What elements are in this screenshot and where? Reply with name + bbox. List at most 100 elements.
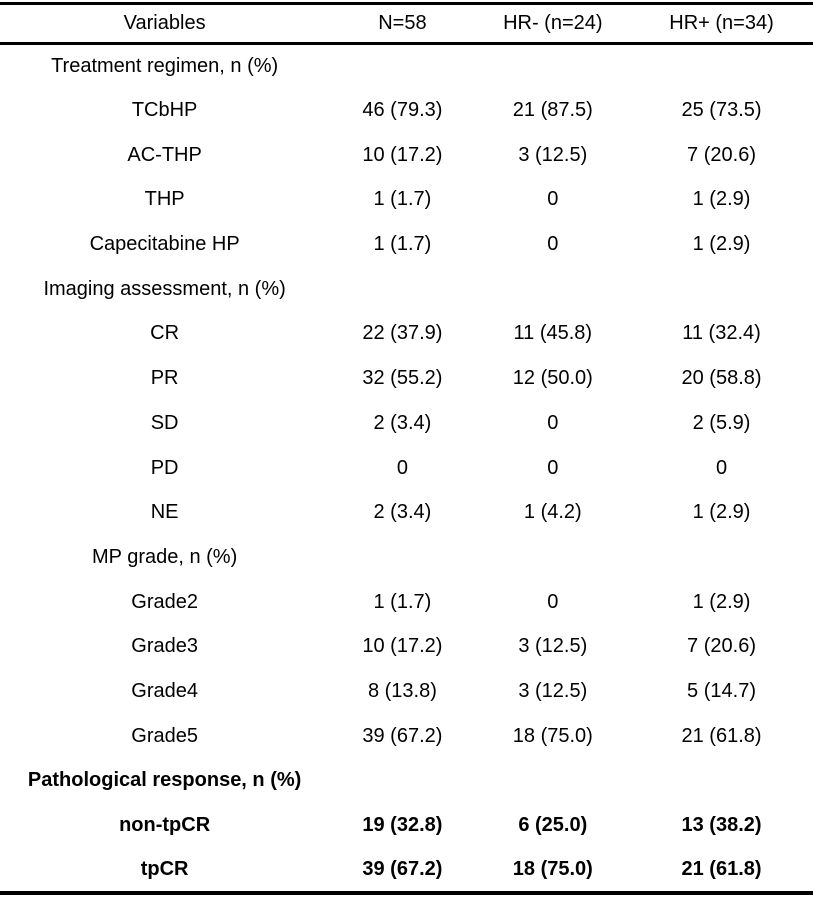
cell-hr-positive: 25 (73.5)	[681, 99, 762, 122]
cell-total-n: 10 (17.2)	[362, 635, 443, 658]
row-label: SD	[150, 411, 179, 434]
cell-hr-positive: 2 (5.9)	[692, 411, 751, 434]
cell-hr-positive: 21 (61.8)	[681, 724, 762, 747]
cell-hr-negative	[476, 535, 630, 580]
cell-hr-positive: 7 (20.6)	[687, 635, 756, 658]
cell-total-n: 2 (3.4)	[373, 501, 432, 524]
row-label: PR	[150, 367, 179, 390]
cell-hr-negative: 21 (87.5)	[512, 99, 593, 122]
column-header-total-n: N=58	[378, 12, 427, 34]
table-row: Capecitabine HP 1 (1.7) 0 1 (2.9)	[0, 222, 813, 267]
cell-hr-positive	[630, 535, 813, 580]
table-row: PR 32 (55.2) 12 (50.0) 20 (58.8)	[0, 356, 813, 401]
cell-hr-positive: 0	[715, 456, 728, 479]
table-row: Pathological response, n (%)	[0, 759, 813, 804]
cell-total-n: 19 (32.8)	[362, 814, 443, 837]
table-row: Grade5 39 (67.2) 18 (75.0) 21 (61.8)	[0, 714, 813, 759]
table-row: tpCR 39 (67.2) 18 (75.0) 21 (61.8)	[0, 848, 813, 893]
table-row: NE 2 (3.4) 1 (4.2) 1 (2.9)	[0, 490, 813, 535]
cell-hr-negative: 0	[547, 590, 559, 613]
row-label: CR	[150, 322, 180, 345]
row-label: Treatment regimen, n (%)	[51, 55, 279, 78]
table-row: THP 1 (1.7) 0 1 (2.9)	[0, 178, 813, 223]
column-header-variables: Variables	[123, 12, 206, 34]
row-label: THP	[144, 188, 185, 211]
table-row: PD 0 0 0	[0, 446, 813, 491]
cell-hr-negative: 0	[547, 188, 559, 211]
cell-total-n: 1 (1.7)	[373, 590, 432, 613]
table-row: Imaging assessment, n (%)	[0, 267, 813, 312]
cell-hr-positive: 1 (2.9)	[692, 501, 751, 524]
cell-hr-negative: 12 (50.0)	[512, 367, 593, 390]
cell-hr-positive: 1 (2.9)	[692, 188, 751, 211]
cell-hr-negative	[476, 44, 630, 89]
cell-hr-positive: 7 (20.6)	[687, 143, 756, 166]
row-label: tpCR	[140, 857, 189, 880]
cell-hr-negative	[476, 759, 630, 804]
cell-hr-negative: 0	[547, 411, 559, 434]
table-row: Treatment regimen, n (%)	[0, 44, 813, 89]
cell-hr-positive: 20 (58.8)	[681, 367, 762, 390]
cell-total-n: 39 (67.2)	[362, 857, 443, 880]
row-label: Grade5	[131, 724, 198, 747]
table-row: TCbHP 46 (79.3) 21 (87.5) 25 (73.5)	[0, 88, 813, 133]
cell-hr-negative: 18 (75.0)	[512, 724, 593, 747]
cell-total-n: 22 (37.9)	[362, 322, 443, 345]
table-row: Grade2 1 (1.7) 0 1 (2.9)	[0, 580, 813, 625]
column-header-hr-positive: HR+ (n=34)	[669, 12, 774, 34]
cell-hr-negative: 18 (75.0)	[512, 857, 593, 880]
cell-total-n: 0	[396, 456, 408, 479]
cell-total-n	[329, 267, 475, 312]
cell-hr-positive: 5 (14.7)	[687, 679, 756, 702]
row-label: Capecitabine HP	[89, 233, 240, 256]
table-row: MP grade, n (%)	[0, 535, 813, 580]
cell-total-n	[329, 759, 475, 804]
cell-total-n: 10 (17.2)	[362, 143, 443, 166]
cell-total-n: 1 (1.7)	[373, 188, 432, 211]
row-label: PD	[150, 456, 179, 479]
cell-hr-negative: 3 (12.5)	[518, 679, 588, 702]
cell-hr-positive	[630, 267, 813, 312]
cell-hr-positive: 1 (2.9)	[692, 590, 751, 613]
cell-hr-negative	[476, 267, 630, 312]
table-row: non-tpCR 19 (32.8) 6 (25.0) 13 (38.2)	[0, 803, 813, 848]
row-label: AC-THP	[127, 143, 202, 166]
cell-hr-negative: 1 (4.2)	[523, 501, 582, 524]
header-row: Variables N=58 HR- (n=24) HR+ (n=34)	[0, 4, 813, 44]
cell-hr-positive	[630, 44, 813, 89]
table-row: Grade4 8 (13.8) 3 (12.5) 5 (14.7)	[0, 669, 813, 714]
cell-hr-negative: 0	[547, 233, 559, 256]
cell-hr-negative: 11 (45.8)	[513, 322, 593, 345]
cell-hr-positive: 11 (32.4)	[682, 322, 761, 345]
table-row: SD 2 (3.4) 0 2 (5.9)	[0, 401, 813, 446]
cell-hr-negative: 3 (12.5)	[518, 143, 588, 166]
row-label: non-tpCR	[119, 814, 211, 837]
column-header-hr-negative: HR- (n=24)	[503, 12, 603, 34]
table-row: Grade3 10 (17.2) 3 (12.5) 7 (20.6)	[0, 624, 813, 669]
cell-total-n	[329, 535, 475, 580]
cell-total-n: 8 (13.8)	[367, 679, 437, 702]
table-header: Variables N=58 HR- (n=24) HR+ (n=34)	[0, 4, 813, 44]
row-label: TCbHP	[131, 99, 198, 122]
row-label: Pathological response, n (%)	[27, 769, 302, 792]
row-label: MP grade, n (%)	[92, 545, 238, 568]
row-label: Imaging assessment, n (%)	[43, 277, 286, 300]
cell-hr-positive	[630, 759, 813, 804]
row-label: NE	[150, 501, 179, 524]
table-body: Treatment regimen, n (%) TCbHP 46 (79.3)…	[0, 44, 813, 893]
cell-total-n	[329, 44, 475, 89]
cell-total-n: 1 (1.7)	[373, 233, 432, 256]
table-row: AC-THP 10 (17.2) 3 (12.5) 7 (20.6)	[0, 133, 813, 178]
row-label: Grade4	[131, 679, 198, 702]
cell-total-n: 32 (55.2)	[362, 367, 443, 390]
cell-hr-negative: 0	[547, 456, 559, 479]
cell-hr-negative: 6 (25.0)	[518, 814, 588, 837]
cell-total-n: 2 (3.4)	[373, 411, 432, 434]
cell-hr-positive: 13 (38.2)	[681, 814, 762, 837]
row-label: Grade3	[131, 635, 198, 658]
table-row: CR 22 (37.9) 11 (45.8) 11 (32.4)	[0, 312, 813, 357]
cell-total-n: 46 (79.3)	[362, 99, 443, 122]
cell-hr-positive: 1 (2.9)	[692, 233, 751, 256]
